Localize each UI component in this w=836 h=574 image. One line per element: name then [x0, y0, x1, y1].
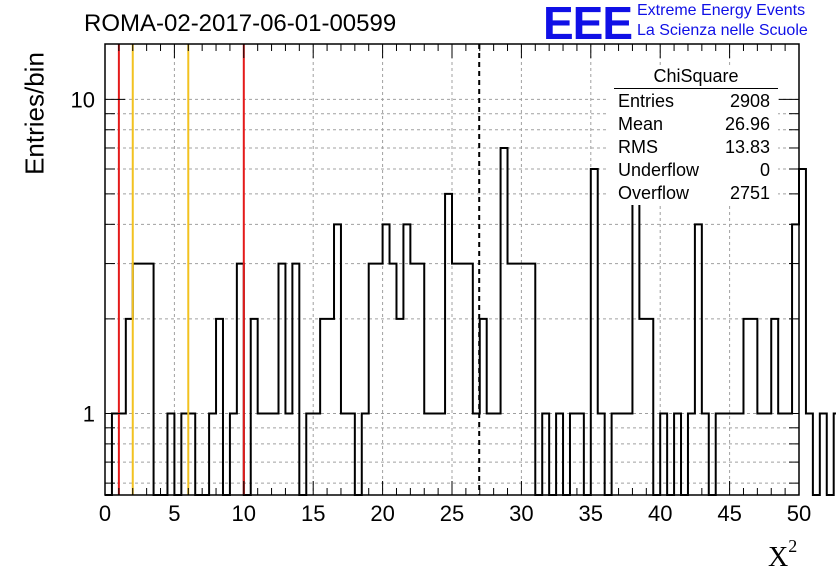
x-tick-label: 5 — [168, 501, 180, 526]
x-tick-label: 30 — [509, 501, 533, 526]
stats-label: Underflow — [618, 160, 700, 180]
stats-value: 2908 — [729, 91, 770, 111]
stats-label: Entries — [618, 91, 675, 111]
y-tick-label: 10 — [71, 87, 95, 112]
x-tick-label: 10 — [232, 501, 256, 526]
x-axis-label-superscript: 2 — [788, 536, 798, 556]
x-tick-label: 40 — [648, 501, 672, 526]
x-tick-label: 15 — [301, 501, 325, 526]
axes — [104, 43, 800, 496]
y-axis-label: Entries/bin — [19, 52, 50, 175]
stats-value: 0 — [759, 160, 770, 180]
stats-box-title: ChiSquare — [614, 66, 778, 89]
stats-row-rms: RMS 13.83 — [608, 136, 778, 159]
stats-label: Overflow — [618, 183, 690, 203]
eee-logo: EEE — [543, 0, 633, 49]
x-tick-label: 45 — [717, 501, 741, 526]
stats-value: 2751 — [729, 183, 770, 203]
eee-logo-line2: La Scienza nelle Scuole — [637, 22, 808, 39]
histogram — [105, 146, 836, 496]
chart-title: ROMA-02-2017-06-01-00599 — [84, 10, 397, 37]
stats-value: 26.96 — [724, 114, 770, 134]
x-tick-label: 25 — [440, 501, 464, 526]
eee-logo-line1: Extreme Energy Events — [637, 2, 806, 19]
x-axis-label-base: X — [768, 542, 789, 573]
marker-lines — [117, 44, 481, 495]
y-tick-label: 1 — [83, 401, 95, 426]
stats-row-entries: Entries 2908 — [608, 90, 778, 113]
stats-row-overflow: Overflow 2751 — [608, 182, 778, 205]
stats-label: RMS — [618, 137, 658, 157]
x-axis-label: X2 — [768, 536, 797, 574]
stats-box: ChiSquare Entries 2908 Mean 26.96 RMS 13.83… — [608, 66, 778, 205]
x-tick-label: 50 — [787, 501, 811, 526]
stats-label: Mean — [618, 114, 664, 134]
x-tick-label: 35 — [579, 501, 603, 526]
stats-row-underflow: Underflow 0 — [608, 159, 778, 182]
x-tick-label: 0 — [99, 501, 111, 526]
histogram-outline — [105, 146, 836, 496]
stats-value: 13.83 — [724, 137, 770, 157]
tick-labels: 0 5 10 15 20 25 30 35 40 45 50 1 10 — [71, 87, 812, 526]
x-tick-label: 20 — [370, 501, 394, 526]
stats-row-mean: Mean 26.96 — [608, 113, 778, 136]
